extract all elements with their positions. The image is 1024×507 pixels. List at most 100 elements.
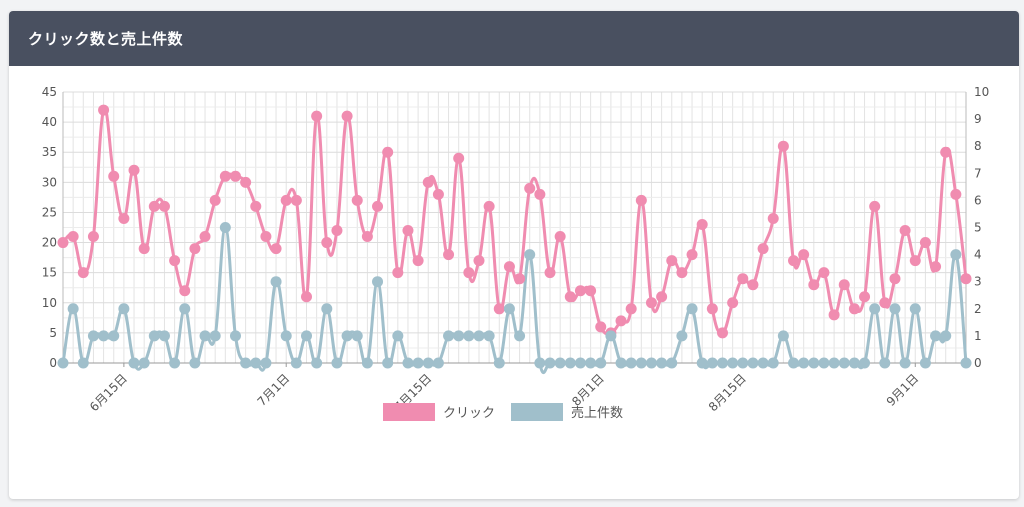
data-point[interactable] xyxy=(950,188,962,200)
data-point[interactable] xyxy=(899,357,911,369)
data-point[interactable] xyxy=(483,200,495,212)
data-point[interactable] xyxy=(432,357,444,369)
data-point[interactable] xyxy=(960,273,972,285)
data-point[interactable] xyxy=(767,357,779,369)
data-point[interactable] xyxy=(321,303,333,315)
data-point[interactable] xyxy=(909,303,921,315)
data-point[interactable] xyxy=(676,330,688,342)
data-point[interactable] xyxy=(544,357,556,369)
data-point[interactable] xyxy=(656,291,668,303)
data-point[interactable] xyxy=(554,231,566,243)
data-point[interactable] xyxy=(118,303,130,315)
data-point[interactable] xyxy=(219,170,231,182)
data-point[interactable] xyxy=(574,357,586,369)
data-point[interactable] xyxy=(98,330,110,342)
data-point[interactable] xyxy=(828,357,840,369)
data-point[interactable] xyxy=(605,330,617,342)
data-point[interactable] xyxy=(270,243,282,255)
data-point[interactable] xyxy=(77,267,89,279)
data-point[interactable] xyxy=(919,237,931,249)
data-point[interactable] xyxy=(493,303,505,315)
data-point[interactable] xyxy=(432,188,444,200)
legend-label[interactable]: 売上件数 xyxy=(571,405,623,421)
data-point[interactable] xyxy=(443,330,455,342)
data-point[interactable] xyxy=(189,243,201,255)
data-point[interactable] xyxy=(503,261,515,273)
data-point[interactable] xyxy=(595,321,607,333)
data-point[interactable] xyxy=(331,225,343,237)
data-point[interactable] xyxy=(290,194,302,206)
data-point[interactable] xyxy=(422,176,434,188)
data-point[interactable] xyxy=(199,330,211,342)
data-point[interactable] xyxy=(727,357,739,369)
data-point[interactable] xyxy=(321,237,333,249)
data-point[interactable] xyxy=(361,357,373,369)
data-point[interactable] xyxy=(848,303,860,315)
data-point[interactable] xyxy=(747,357,759,369)
data-point[interactable] xyxy=(777,330,789,342)
data-point[interactable] xyxy=(138,243,150,255)
data-point[interactable] xyxy=(798,249,810,261)
data-point[interactable] xyxy=(351,330,363,342)
data-point[interactable] xyxy=(879,297,891,309)
data-point[interactable] xyxy=(250,200,262,212)
data-point[interactable] xyxy=(77,357,89,369)
data-point[interactable] xyxy=(138,357,150,369)
data-point[interactable] xyxy=(270,276,282,288)
data-point[interactable] xyxy=(635,194,647,206)
data-point[interactable] xyxy=(341,110,353,122)
data-point[interactable] xyxy=(209,330,221,342)
data-point[interactable] xyxy=(169,357,181,369)
data-point[interactable] xyxy=(250,357,262,369)
data-point[interactable] xyxy=(169,255,181,267)
data-point[interactable] xyxy=(716,357,728,369)
data-point[interactable] xyxy=(737,357,749,369)
data-point[interactable] xyxy=(382,146,394,158)
data-point[interactable] xyxy=(280,194,292,206)
data-point[interactable] xyxy=(940,146,952,158)
data-point[interactable] xyxy=(869,303,881,315)
data-point[interactable] xyxy=(686,303,698,315)
data-point[interactable] xyxy=(960,357,972,369)
data-point[interactable] xyxy=(615,315,627,327)
data-point[interactable] xyxy=(574,285,586,297)
data-point[interactable] xyxy=(412,357,424,369)
data-point[interactable] xyxy=(402,357,414,369)
data-point[interactable] xyxy=(240,357,252,369)
data-point[interactable] xyxy=(331,357,343,369)
data-point[interactable] xyxy=(656,357,668,369)
data-point[interactable] xyxy=(737,273,749,285)
data-point[interactable] xyxy=(179,303,191,315)
data-point[interactable] xyxy=(199,231,211,243)
data-point[interactable] xyxy=(422,357,434,369)
data-point[interactable] xyxy=(828,309,840,321)
legend-swatch[interactable] xyxy=(511,403,563,421)
data-point[interactable] xyxy=(280,330,292,342)
data-point[interactable] xyxy=(818,357,830,369)
data-point[interactable] xyxy=(229,330,241,342)
data-point[interactable] xyxy=(493,357,505,369)
data-point[interactable] xyxy=(595,357,607,369)
data-point[interactable] xyxy=(666,357,678,369)
data-point[interactable] xyxy=(229,170,241,182)
data-point[interactable] xyxy=(859,291,871,303)
data-point[interactable] xyxy=(463,330,475,342)
data-point[interactable] xyxy=(676,267,688,279)
data-point[interactable] xyxy=(534,188,546,200)
data-point[interactable] xyxy=(443,249,455,261)
data-point[interactable] xyxy=(57,237,69,249)
data-point[interactable] xyxy=(67,303,79,315)
data-point[interactable] xyxy=(453,152,465,164)
legend-swatch[interactable] xyxy=(383,403,435,421)
data-point[interactable] xyxy=(87,231,99,243)
data-point[interactable] xyxy=(788,255,800,267)
data-point[interactable] xyxy=(128,357,140,369)
data-point[interactable] xyxy=(544,267,556,279)
data-point[interactable] xyxy=(696,218,708,230)
data-point[interactable] xyxy=(645,297,657,309)
data-point[interactable] xyxy=(889,303,901,315)
data-point[interactable] xyxy=(666,255,678,267)
data-point[interactable] xyxy=(108,170,120,182)
data-point[interactable] xyxy=(645,357,657,369)
data-point[interactable] xyxy=(108,330,120,342)
